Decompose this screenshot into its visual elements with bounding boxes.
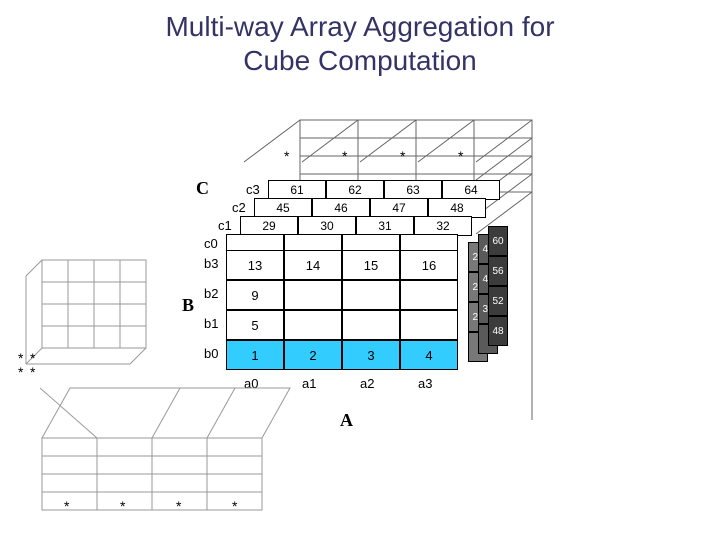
depth-cell: 60 <box>488 226 508 256</box>
c-tick: c3 <box>246 182 260 197</box>
c-cell: 30 <box>298 216 356 236</box>
front-cell <box>400 310 458 340</box>
front-cell: 3 <box>342 340 400 370</box>
axis-a: A <box>340 410 353 431</box>
c-cell: 64 <box>442 180 500 200</box>
depth-cell: 56 <box>488 256 508 286</box>
front-cell <box>284 280 342 310</box>
front-cell <box>342 280 400 310</box>
c-cell: 31 <box>356 216 414 236</box>
front-cell: 5 <box>226 310 284 340</box>
front-cell: 14 <box>284 250 342 280</box>
star: * <box>284 148 289 164</box>
star: * <box>342 148 347 164</box>
diagram: * * * * c361626364c245464748c129303132c0… <box>0 100 720 540</box>
c-cell: 62 <box>326 180 384 200</box>
c-cell: 46 <box>312 198 370 218</box>
star: * <box>120 498 125 514</box>
star: * <box>458 148 463 164</box>
a-tick: a2 <box>360 376 374 391</box>
c-tick: c2 <box>232 200 246 215</box>
front-cell <box>342 310 400 340</box>
depth-cell: 52 <box>488 286 508 316</box>
front-cell: 16 <box>400 250 458 280</box>
c-cell: 32 <box>414 216 472 236</box>
depth-cell: 48 <box>488 316 508 346</box>
front-cell <box>400 280 458 310</box>
title-line2: Cube Computation <box>243 45 476 76</box>
a-tick: a3 <box>418 376 432 391</box>
star: * <box>400 148 405 164</box>
c-cell: 29 <box>240 216 298 236</box>
front-cell: 9 <box>226 280 284 310</box>
star: * <box>64 498 69 514</box>
c-cell: 45 <box>254 198 312 218</box>
title-line1: Multi-way Array Aggregation for <box>165 11 554 42</box>
star: * <box>30 364 35 380</box>
front-cell: 13 <box>226 250 284 280</box>
star: * <box>18 364 23 380</box>
c-cell: 61 <box>268 180 326 200</box>
bottom-grid-pane <box>40 378 340 538</box>
front-cell <box>284 310 342 340</box>
front-cell: 15 <box>342 250 400 280</box>
c-cell: 47 <box>370 198 428 218</box>
c-cell: 63 <box>384 180 442 200</box>
c-cell: 48 <box>428 198 486 218</box>
axis-c: C <box>196 178 209 199</box>
star: * <box>232 498 237 514</box>
front-cell: 4 <box>400 340 458 370</box>
c-tick: c1 <box>218 218 232 233</box>
front-cell: 1 <box>226 340 284 370</box>
front-cell: 2 <box>284 340 342 370</box>
star: * <box>176 498 181 514</box>
